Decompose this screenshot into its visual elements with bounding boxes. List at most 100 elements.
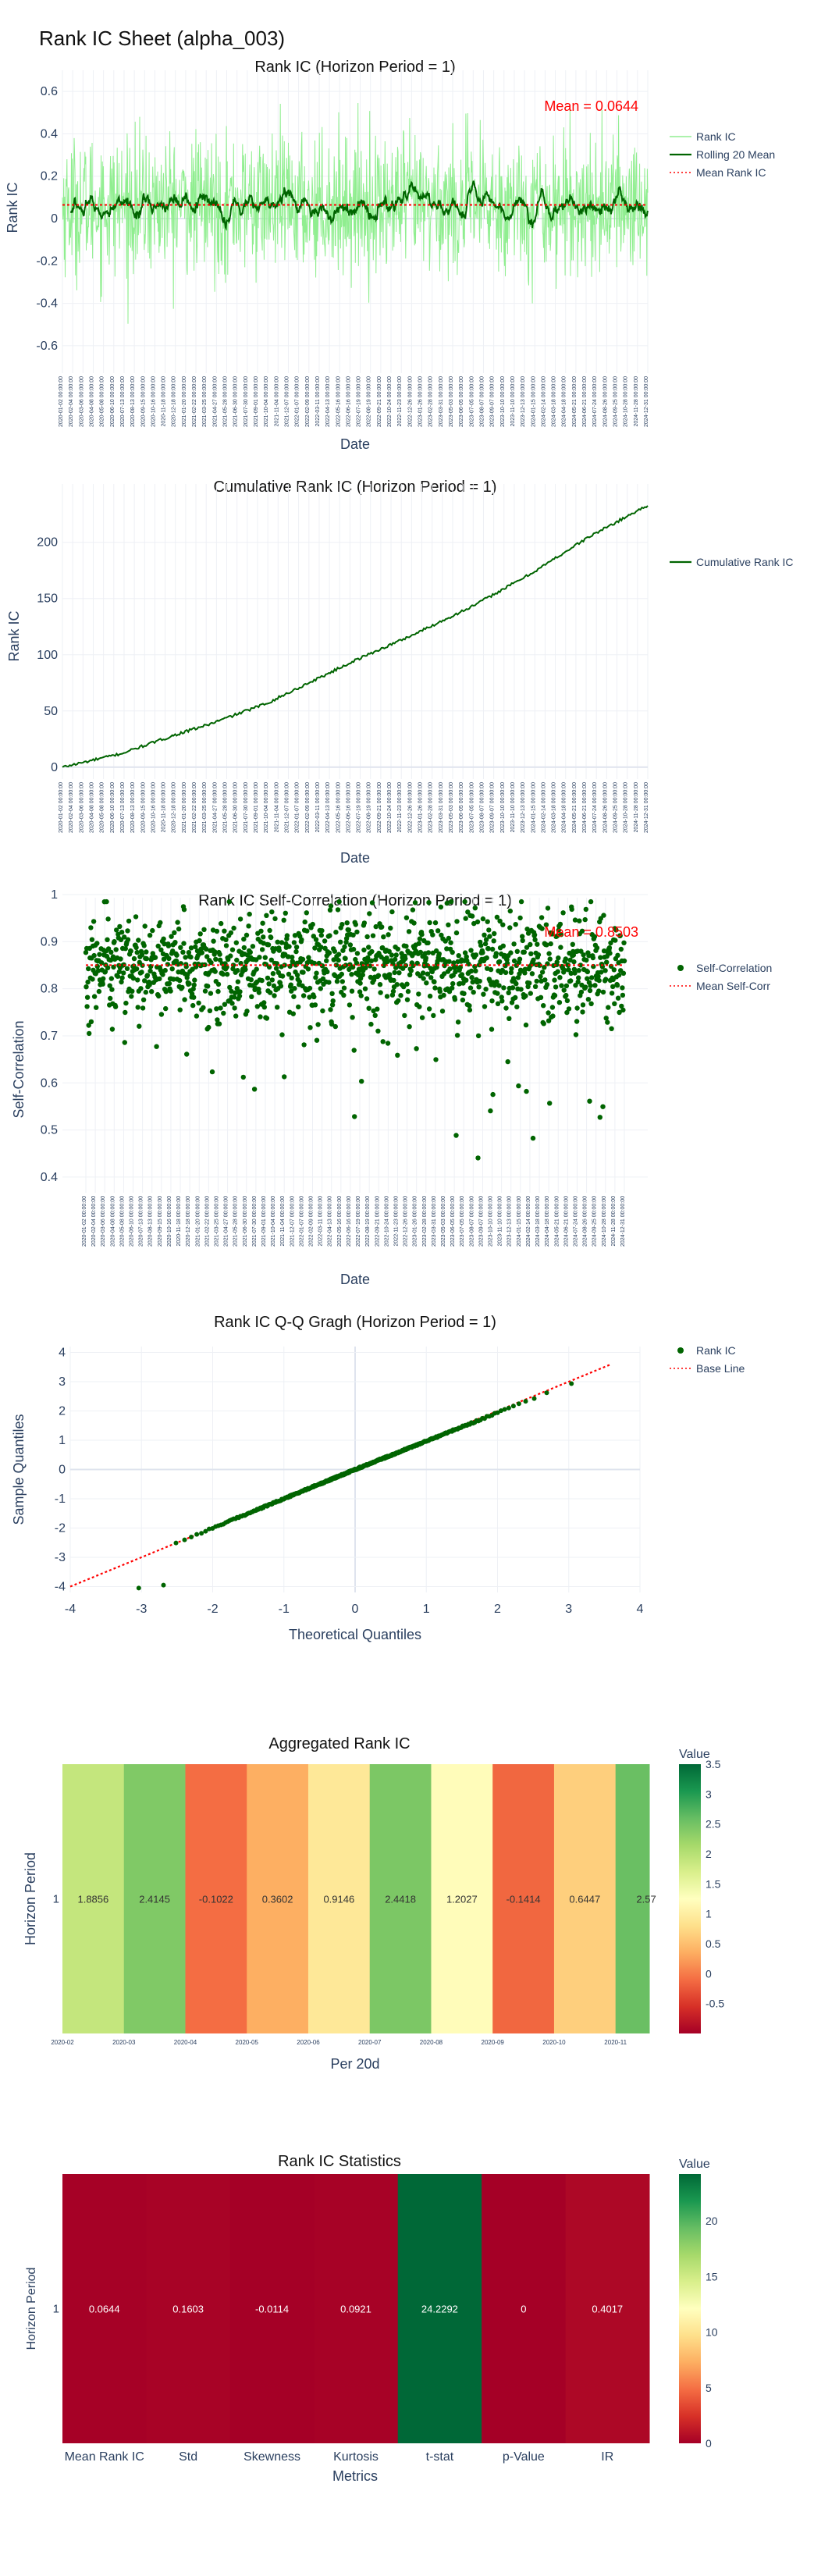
self-correlation-point (401, 984, 407, 990)
self-correlation-point (215, 1017, 220, 1023)
x-tick-label: 2021-02-22 00:00:00 (204, 1196, 210, 1247)
self-correlation-point (377, 982, 383, 987)
self-correlation-point (369, 948, 375, 955)
self-correlation-point (502, 952, 507, 959)
self-correlation-point (184, 1051, 190, 1057)
self-correlation-point (211, 938, 216, 944)
self-correlation-point (158, 1012, 165, 1017)
self-correlation-point (387, 972, 393, 977)
self-correlation-point (133, 914, 139, 920)
self-correlation-point (257, 955, 262, 960)
self-correlation-point (425, 940, 431, 946)
chart-title: Rank IC Statistics (278, 2153, 401, 2170)
self-correlation-point (359, 1079, 364, 1084)
x-tick-label: 2024-02-14 00:00:00 (541, 782, 546, 833)
self-correlation-point (396, 970, 402, 976)
heatmap-cell (185, 1764, 247, 2033)
self-correlation-point (432, 920, 439, 926)
x-tick-label: 4 (637, 1603, 644, 1616)
x-tick-label: 2024-04-18 00:00:00 (562, 376, 567, 427)
self-correlation-point (336, 957, 341, 963)
self-correlation-point (135, 977, 140, 983)
self-correlation-point (162, 941, 167, 947)
self-correlation-point (603, 977, 609, 982)
self-correlation-point (268, 990, 273, 995)
x-tick-label: 2022-07-19 00:00:00 (357, 782, 362, 833)
x-tick-label: 2024-07-24 00:00:00 (592, 376, 598, 427)
self-correlation-point (288, 982, 293, 987)
self-correlation-point (339, 971, 344, 977)
legend-marker (677, 1347, 684, 1354)
self-correlation-point (233, 990, 238, 995)
self-correlation-point (578, 989, 585, 995)
colorbar-title: Value (679, 2158, 710, 2171)
heatmap-cell-label: 2.4145 (139, 1894, 170, 1905)
x-tick-label: 2024-11-28 00:00:00 (634, 376, 639, 427)
self-correlation-point (612, 1001, 617, 1006)
self-correlation-point (131, 955, 137, 962)
self-correlation-point (542, 965, 547, 970)
self-correlation-point (595, 973, 601, 979)
colorbar-tick-label: 15 (706, 2270, 718, 2282)
self-correlation-point (485, 966, 490, 971)
self-correlation-point (390, 988, 396, 994)
self-correlation-point (531, 957, 536, 962)
self-correlation-point (488, 1108, 493, 1114)
self-correlation-point (564, 1009, 570, 1016)
x-tick-label: 2022-10-24 00:00:00 (387, 782, 393, 833)
x-tick-label: 2021-11-04 00:00:00 (274, 782, 279, 833)
self-correlation-point (300, 970, 306, 975)
self-correlation-point (247, 911, 252, 917)
self-correlation-point (219, 920, 224, 927)
self-correlation-point (467, 985, 474, 991)
self-correlation-point (161, 956, 167, 962)
x-tick-label: 2024-01-15 00:00:00 (517, 1196, 522, 1247)
y-tick-label: 0.5 (41, 1124, 58, 1137)
x-tick-label: 2020-07 (358, 2039, 382, 2046)
self-correlation-point (199, 950, 204, 955)
x-tick-label: 2020-09 (482, 2039, 505, 2046)
x-tick-label: 2020-02-04 00:00:00 (69, 782, 74, 833)
self-correlation-point (363, 965, 368, 971)
page-title: Rank IC Sheet (alpha_003) (39, 27, 286, 50)
self-correlation-point (386, 932, 391, 938)
self-correlation-point (603, 1016, 609, 1021)
y-tick-label: 1 (53, 2303, 59, 2316)
self-correlation-point (510, 985, 516, 991)
heatmap-cell (553, 1764, 617, 2033)
self-correlation-point (215, 981, 222, 987)
self-correlation-point (543, 922, 549, 927)
self-correlation-point (507, 908, 513, 914)
legend-label: Mean Rank IC (696, 166, 766, 179)
self-correlation-point (313, 937, 319, 942)
self-correlation-point (432, 979, 437, 984)
self-correlation-point (381, 934, 386, 940)
self-correlation-point (534, 978, 539, 984)
x-tick-label: 2024-03-18 00:00:00 (535, 1196, 541, 1247)
self-correlation-point (318, 932, 324, 938)
self-correlation-point (113, 947, 119, 952)
x-tick-label: 2020-08-13 00:00:00 (130, 376, 136, 427)
self-correlation-point (284, 933, 290, 938)
self-correlation-point (350, 1015, 355, 1020)
x-tick-label: 2022-04-13 00:00:00 (328, 1196, 333, 1247)
x-tick-label: 2022-01-07 00:00:00 (295, 782, 300, 833)
self-correlation-point (454, 1033, 460, 1038)
self-correlation-point (176, 926, 182, 932)
self-correlation-point (178, 945, 183, 950)
x-tick-label: 2020-08 (420, 2039, 443, 2046)
self-correlation-point (139, 952, 145, 958)
x-tick-label: -2 (207, 1603, 218, 1616)
self-correlation-point (158, 920, 163, 926)
self-correlation-point (385, 1041, 391, 1046)
x-tick-label: 2024-05-21 00:00:00 (572, 376, 578, 427)
self-correlation-point (100, 981, 105, 987)
qq-point (495, 1410, 500, 1415)
self-correlation-point (620, 992, 626, 998)
self-correlation-point (251, 1087, 258, 1092)
self-correlation-point (328, 903, 334, 909)
self-correlation-point (393, 965, 399, 970)
self-correlation-point (223, 943, 229, 948)
x-tick-label: 2024-09-25 00:00:00 (613, 782, 619, 833)
self-correlation-point (580, 1009, 585, 1015)
